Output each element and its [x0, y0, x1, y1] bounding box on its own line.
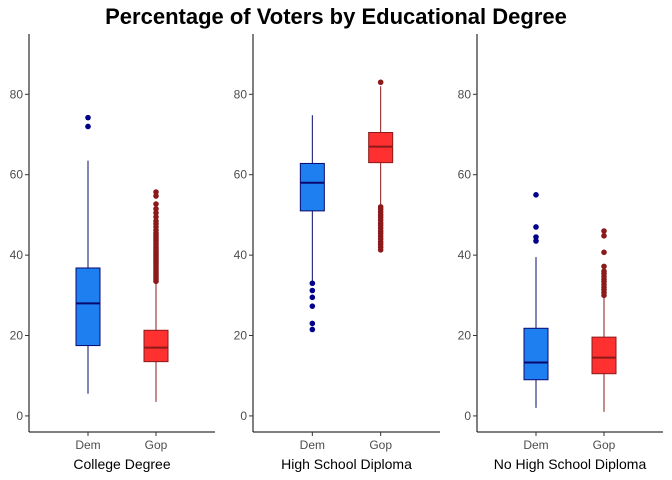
box-gop	[143, 189, 169, 402]
panel-label: No High School Diploma	[494, 456, 647, 472]
outlier-point	[533, 238, 539, 244]
y-tick-label: 0	[464, 409, 471, 423]
panel-label: High School Diploma	[281, 456, 412, 472]
x-tick-label: Dem	[300, 438, 325, 452]
box-dem	[75, 114, 101, 394]
y-tick-label: 80	[234, 87, 248, 101]
box-body	[368, 131, 394, 164]
outlier-point	[153, 201, 159, 207]
outlier-point	[601, 233, 607, 239]
box-gop	[591, 228, 617, 412]
outlier-point	[601, 228, 607, 234]
plot-area: 0 20 40 60 80 Dem Gop College Degree 0 20 40 60 80 De…	[10, 34, 663, 472]
panel: 0 20 40 60 80 Dem Gop College Degree	[10, 34, 215, 472]
outlier-point	[309, 326, 316, 333]
outlier-point	[153, 189, 159, 195]
outlier-point	[309, 280, 316, 287]
outlier-point	[153, 214, 159, 220]
y-tick-label: 20	[458, 329, 472, 343]
x-tick-label: Dem	[523, 438, 548, 452]
y-tick-label: 80	[10, 87, 24, 101]
chart-title: Percentage of Voters by Educational Degr…	[105, 4, 567, 29]
x-tick-label: Dem	[75, 438, 100, 452]
outlier-point	[533, 234, 539, 240]
y-tick-label: 0	[240, 409, 247, 423]
y-tick-label: 40	[10, 248, 24, 262]
outlier-point	[85, 123, 91, 130]
x-tick-label: Gop	[369, 438, 392, 452]
outlier-point	[377, 204, 384, 210]
box-body	[523, 327, 549, 381]
y-tick-label: 40	[458, 248, 472, 262]
box-body	[591, 336, 617, 375]
outlier-point	[309, 303, 316, 309]
panel-label: College Degree	[73, 456, 170, 472]
box-body	[143, 329, 169, 363]
outlier-point	[601, 249, 607, 256]
outlier-point	[85, 114, 91, 121]
y-tick-label: 60	[458, 168, 472, 182]
outlier-point	[153, 210, 159, 216]
y-tick-label: 60	[234, 168, 248, 182]
y-tick-label: 40	[234, 248, 248, 262]
outlier-point	[601, 263, 607, 270]
box-dem	[523, 192, 549, 408]
outlier-point	[377, 79, 384, 86]
y-tick-label: 80	[458, 87, 472, 101]
x-tick-label: Gop	[145, 438, 168, 452]
outlier-point	[309, 320, 316, 327]
y-tick-label: 20	[10, 329, 24, 343]
outlier-point	[309, 294, 316, 301]
y-tick-label: 20	[234, 329, 248, 343]
x-tick-label: Gop	[593, 438, 616, 452]
outlier-point	[153, 206, 159, 212]
outlier-point	[309, 287, 316, 294]
box-dem	[299, 115, 325, 333]
box-body	[299, 162, 325, 212]
panel: 0 20 40 60 80 Dem Gop High School Diploma	[234, 34, 440, 472]
box-gop	[368, 79, 394, 253]
outlier-point	[153, 193, 159, 199]
outlier-point	[601, 268, 607, 274]
y-tick-label: 0	[16, 409, 23, 423]
panel: 0 20 40 60 80 Dem Gop No High School Diploma	[458, 34, 663, 472]
outlier-point	[533, 192, 539, 198]
y-tick-label: 60	[10, 168, 24, 182]
outlier-point	[533, 224, 539, 230]
outlier-point	[153, 218, 159, 224]
box-body	[75, 267, 101, 347]
